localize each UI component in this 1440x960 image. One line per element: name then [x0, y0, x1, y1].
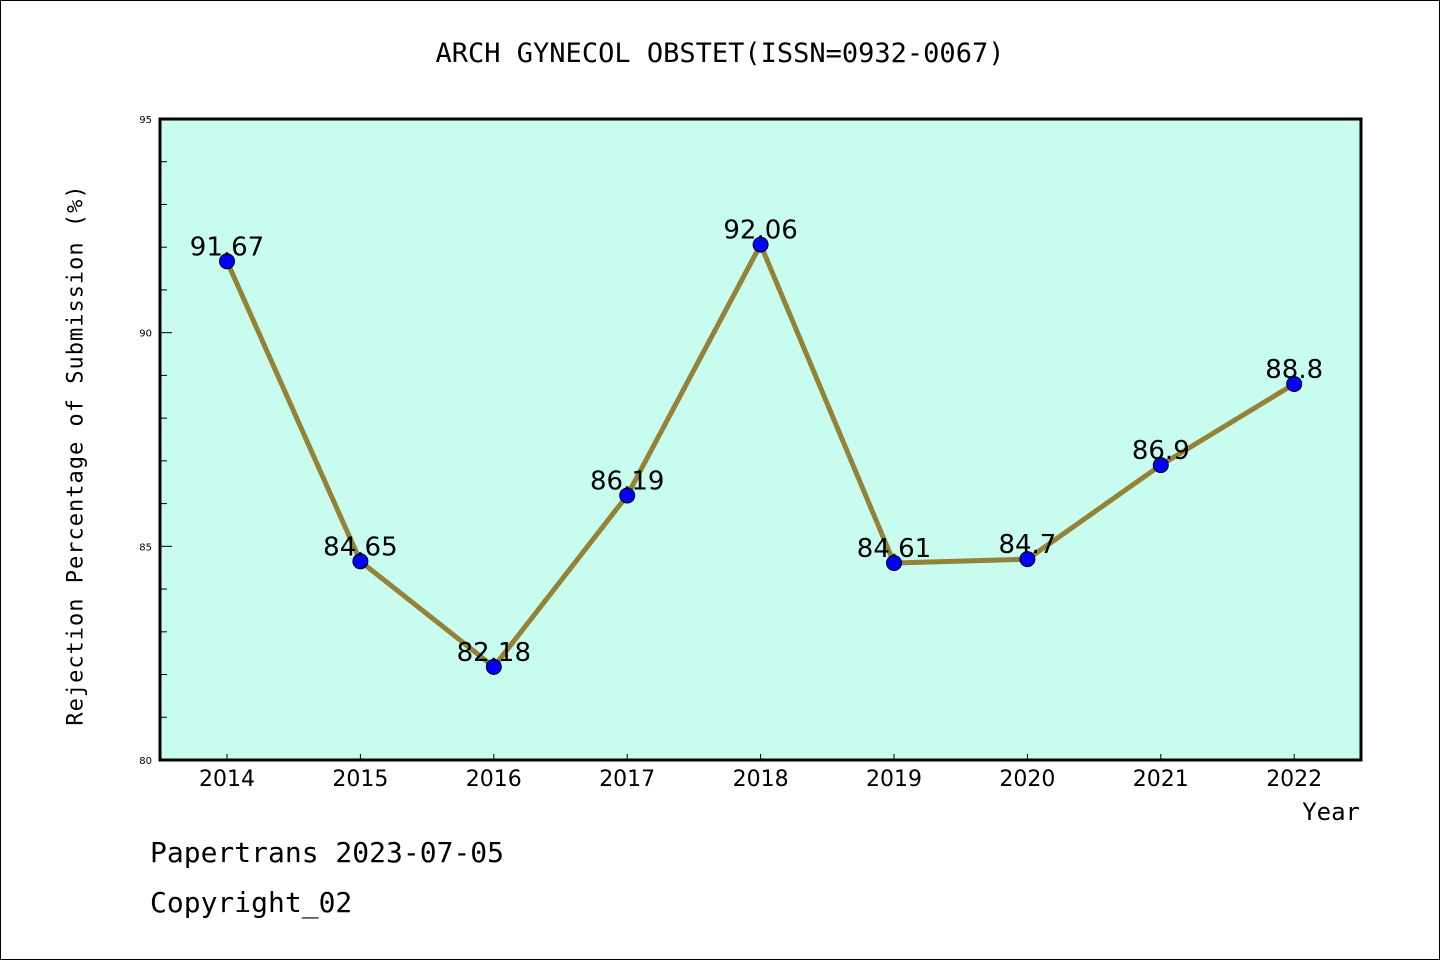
- data-label: 84.65: [323, 532, 397, 562]
- data-label: 86.19: [590, 466, 664, 496]
- data-point: [619, 487, 636, 504]
- data-label: 92.06: [723, 216, 797, 246]
- data-point: [485, 658, 502, 675]
- data-point: [1019, 551, 1036, 568]
- y-tick-label: 80: [139, 756, 152, 767]
- x-tick-label: 2016: [466, 767, 522, 792]
- chart-title: ARCH GYNECOL OBSTET(ISSN=0932-0067): [435, 38, 1005, 69]
- x-tick-label: 2022: [1266, 767, 1322, 792]
- y-tick-label: 85: [139, 542, 152, 553]
- data-point: [352, 553, 369, 570]
- data-label: 84.61: [857, 534, 931, 564]
- data-point: [219, 253, 235, 270]
- plot-border: [158, 117, 1363, 762]
- data-label: 86.9: [1132, 436, 1190, 466]
- data-point: [886, 554, 902, 571]
- data-point: [1286, 375, 1303, 392]
- x-tick-label: 2015: [332, 767, 388, 792]
- footer-date: Papertrans 2023-07-05: [150, 836, 505, 869]
- x-tick-label: 2014: [199, 767, 255, 792]
- data-point: [1152, 457, 1169, 474]
- plot-background: [160, 119, 1361, 760]
- data-label: 88.8: [1265, 355, 1323, 385]
- x-tick-label: 2019: [866, 767, 922, 792]
- data-point: [752, 236, 769, 253]
- footer-copyright: Copyright_02: [150, 886, 353, 919]
- data-label: 91.67: [190, 232, 264, 262]
- y-tick-label: 95: [139, 115, 152, 126]
- y-tick-label: 90: [139, 329, 152, 340]
- data-label: 82.18: [457, 638, 531, 668]
- x-tick-label: 2020: [999, 767, 1055, 792]
- data-label: 84.7: [998, 530, 1056, 560]
- x-tick-label: 2021: [1133, 767, 1189, 792]
- x-tick-label: 2018: [733, 767, 789, 792]
- x-tick-label: 2017: [599, 767, 655, 792]
- x-axis-label: Year: [1302, 798, 1360, 826]
